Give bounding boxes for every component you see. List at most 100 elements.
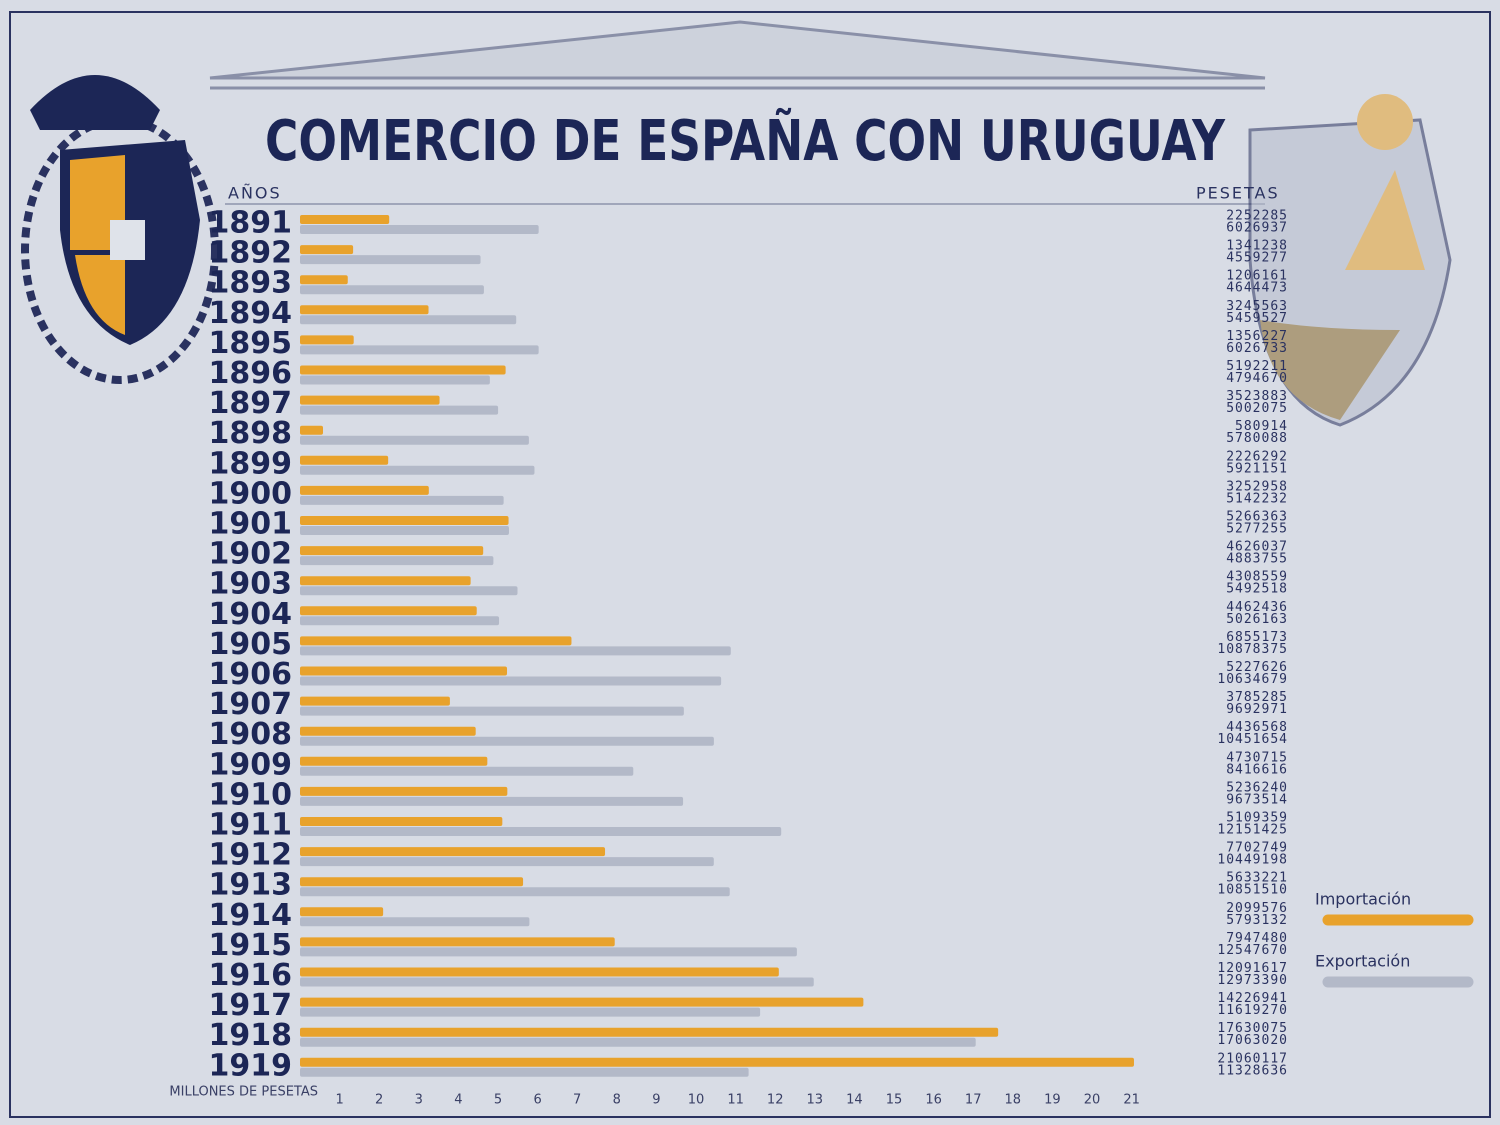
bar <box>300 877 523 886</box>
value-label: 14226941 <box>1217 991 1288 1006</box>
bar <box>300 406 498 415</box>
bar <box>300 215 389 224</box>
bar <box>300 998 863 1007</box>
bar <box>300 757 487 766</box>
value-label: 3785285 <box>1226 690 1288 705</box>
bar <box>300 847 605 856</box>
bar <box>300 917 529 926</box>
bar <box>300 978 814 987</box>
value-label: 17630075 <box>1217 1021 1288 1036</box>
bar <box>300 1028 998 1037</box>
value-label: 1356227 <box>1226 329 1288 344</box>
bar <box>300 857 714 866</box>
x-tick-label: 2 <box>375 1093 383 1108</box>
bar <box>300 737 714 746</box>
bar <box>300 335 354 344</box>
x-tick-label: 12 <box>767 1093 784 1108</box>
value-label: 4436568 <box>1226 720 1288 735</box>
bar <box>300 285 484 294</box>
x-tick-label: 8 <box>613 1093 621 1108</box>
bar <box>300 576 471 585</box>
bar <box>300 245 353 254</box>
x-tick-label: 10 <box>688 1093 705 1108</box>
x-axis-title: MILLONES DE PESETAS <box>169 1085 318 1100</box>
value-label: 2099576 <box>1226 901 1288 916</box>
value-label: 7702749 <box>1226 841 1288 856</box>
bar <box>300 376 490 385</box>
legend-label: Importación <box>1315 890 1411 909</box>
chart-title: COMERCIO DE ESPAÑA CON URUGUAY <box>265 109 1226 174</box>
bar <box>300 727 476 736</box>
y-axis-title: AÑOS <box>228 184 282 203</box>
bar <box>300 366 506 375</box>
x-tick-label: 16 <box>925 1093 942 1108</box>
bar <box>300 426 323 435</box>
value-label: 4308559 <box>1226 570 1288 585</box>
value-label: 6855173 <box>1226 630 1288 645</box>
value-label: 2252285 <box>1226 209 1288 224</box>
bar <box>300 1008 760 1017</box>
bar <box>300 466 534 475</box>
value-label: 5192211 <box>1226 359 1288 374</box>
bar <box>300 396 440 405</box>
value-label: 4730715 <box>1226 750 1288 765</box>
value-label: 7947480 <box>1226 931 1288 946</box>
value-column-title: PESETAS <box>1196 184 1280 203</box>
bar <box>300 968 779 977</box>
bar <box>300 586 518 595</box>
bar <box>300 436 529 445</box>
x-tick-label: 13 <box>807 1093 824 1108</box>
bar <box>300 556 493 565</box>
value-label: 3252958 <box>1226 479 1288 494</box>
value-label: 5109359 <box>1226 811 1288 826</box>
bar <box>300 1058 1134 1067</box>
bar <box>300 1038 976 1047</box>
bar <box>300 345 539 354</box>
bar <box>300 887 730 896</box>
chart: COMERCIO DE ESPAÑA CON URUGUAY AÑOS PESE… <box>0 0 1500 1125</box>
bar <box>300 667 507 676</box>
bar <box>300 606 477 615</box>
x-tick-label: 21 <box>1123 1093 1140 1108</box>
bar <box>300 486 429 495</box>
x-tick-label: 18 <box>1005 1093 1022 1108</box>
bar <box>300 616 499 625</box>
bar <box>300 526 509 535</box>
value-label: 5236240 <box>1226 780 1288 795</box>
bar <box>300 546 483 555</box>
bar <box>300 907 383 916</box>
bar <box>300 456 388 465</box>
x-tick-label: 17 <box>965 1093 982 1108</box>
x-tick-label: 9 <box>652 1093 660 1108</box>
bar <box>300 496 504 505</box>
value-label: 4462436 <box>1226 600 1288 615</box>
value-label: 5266363 <box>1226 510 1288 525</box>
x-tick-label: 20 <box>1084 1093 1101 1108</box>
bar <box>300 817 502 826</box>
legend-label: Exportación <box>1315 952 1410 971</box>
bar <box>300 767 633 776</box>
x-tick-label: 15 <box>886 1093 903 1108</box>
x-tick-label: 14 <box>846 1093 863 1108</box>
value-label: 2226292 <box>1226 449 1288 464</box>
bar <box>300 797 683 806</box>
value-label: 1341238 <box>1226 239 1288 254</box>
value-label: 4626037 <box>1226 540 1288 555</box>
x-tick-label: 7 <box>573 1093 581 1108</box>
bar <box>300 937 615 946</box>
x-tick-label: 1 <box>335 1093 343 1108</box>
x-tick-label: 6 <box>533 1093 541 1108</box>
x-tick-label: 11 <box>727 1093 744 1108</box>
bar <box>300 255 481 264</box>
bar <box>300 947 797 956</box>
bar <box>300 1068 749 1077</box>
bar <box>300 827 781 836</box>
value-label: 12091617 <box>1217 961 1288 976</box>
value-label: 5633221 <box>1226 871 1288 886</box>
bar <box>300 315 516 324</box>
x-tick-label: 19 <box>1044 1093 1061 1108</box>
bar <box>300 646 731 655</box>
bar <box>300 516 509 525</box>
bar <box>300 636 571 645</box>
bar <box>300 787 507 796</box>
